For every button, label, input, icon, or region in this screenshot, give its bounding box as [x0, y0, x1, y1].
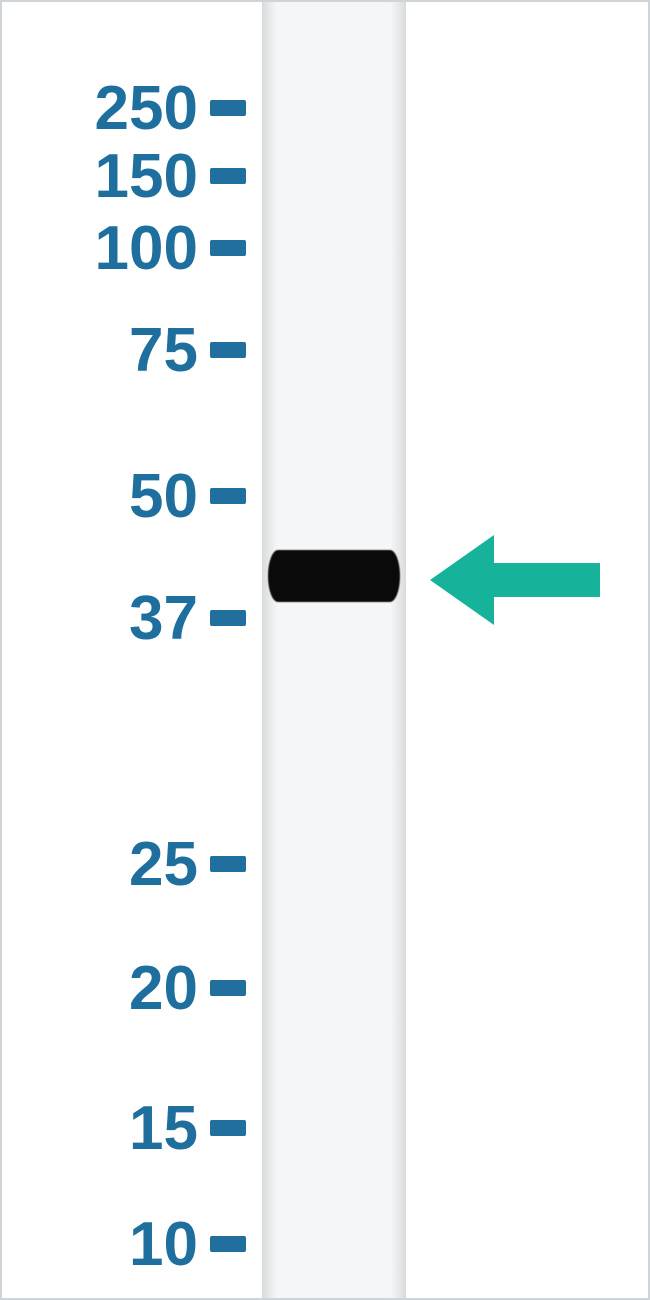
- mw-label: 50: [129, 461, 198, 532]
- mw-label: 100: [95, 213, 198, 284]
- mw-tick: [210, 610, 246, 626]
- mw-label: 10: [129, 1209, 198, 1280]
- mw-tick: [210, 488, 246, 504]
- mw-tick: [210, 980, 246, 996]
- mw-tick: [210, 168, 246, 184]
- mw-label: 250: [95, 73, 198, 144]
- band-arrow: [430, 535, 600, 625]
- mw-label: 75: [129, 315, 198, 386]
- mw-tick: [210, 342, 246, 358]
- mw-label: 37: [129, 583, 198, 654]
- mw-label: 20: [129, 953, 198, 1024]
- mw-tick: [210, 856, 246, 872]
- mw-label: 15: [129, 1093, 198, 1164]
- bands-group: [262, 0, 406, 1300]
- mw-label: 25: [129, 829, 198, 900]
- mw-tick: [210, 1236, 246, 1252]
- mw-tick: [210, 100, 246, 116]
- mw-tick: [210, 240, 246, 256]
- mw-label: 150: [95, 141, 198, 212]
- protein-band: [268, 550, 400, 602]
- blot-figure: 250150100 75 50 37 25 20 15 10: [0, 0, 650, 1300]
- mw-tick: [210, 1120, 246, 1136]
